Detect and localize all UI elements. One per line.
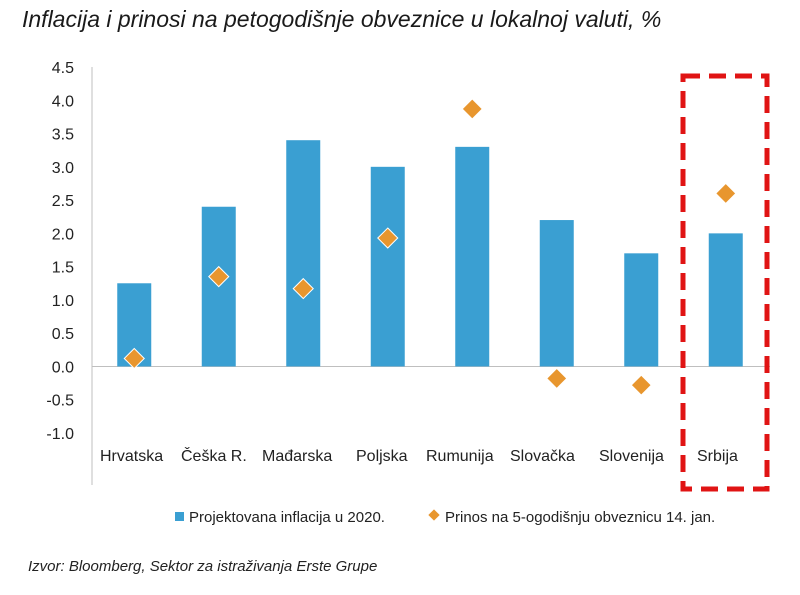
diamond-marker--e-ka-r- [208, 265, 230, 288]
category-label-poljska: Poljska [356, 448, 408, 465]
diamond-marker-slova-ka [546, 367, 568, 390]
category-label-rumunija: Rumunija [426, 448, 494, 465]
y-tick-label: 1.5 [52, 260, 74, 277]
bar-rumunija [455, 146, 490, 367]
bar-srbija [708, 233, 743, 367]
highlight-box [680, 73, 770, 492]
y-tick-label: 0.0 [52, 359, 74, 376]
bar-series [117, 140, 743, 367]
y-tick-label: 4.5 [52, 60, 74, 77]
y-axis-ticks: 4.5 4.0 3.5 3.0 2.5 2.0 1.5 1.0 0.5 0.0 -0.5 -1.0 [46, 60, 74, 443]
diamond-marker-poljska [377, 227, 399, 249]
bar-ma-arska [286, 140, 321, 367]
diamond-marker-slovenija [630, 374, 652, 396]
legend-bar-swatch [175, 512, 184, 521]
category-labels: Hrvatska Češka R. Mađarska Poljska Rumunija S… [100, 446, 738, 465]
y-tick-label: 3.5 [52, 127, 74, 144]
legend-marker-swatch [428, 509, 440, 521]
category-label-ma-arska: Mađarska [262, 448, 332, 465]
diamond-marker-ma-arska [292, 277, 314, 300]
marker-series [123, 98, 737, 396]
y-tick-label: 4.0 [52, 93, 74, 110]
legend-bar-label: Projektovana inflacija u 2020. [189, 509, 385, 526]
y-tick-label: 2.0 [52, 226, 74, 243]
y-tick-label: -0.5 [46, 393, 74, 410]
category-label-slova-ka: Slovačka [510, 448, 575, 465]
diamond-marker-srbija [715, 182, 737, 205]
chart-title: Inflacija i prinosi na petogodišnje obve… [22, 6, 662, 32]
legend: Projektovana inflacija u 2020. Prinos na… [175, 509, 715, 526]
bar-slovenija [624, 253, 659, 367]
category-label-slovenija: Slovenija [599, 448, 664, 465]
y-tick-label: 1.0 [52, 293, 74, 310]
source-note: Izvor: Bloomberg, Sektor za istraživanja… [28, 558, 378, 575]
category-label--e-ka-r-: Češka R. [181, 446, 247, 465]
bar-slova-ka [539, 220, 574, 367]
diamond-marker-rumunija [461, 98, 483, 120]
bar-poljska [370, 166, 405, 367]
legend-marker-label: Prinos na 5-ogodišnju obveznicu 14. jan. [445, 509, 715, 526]
y-tick-label: 0.5 [52, 326, 74, 343]
category-label-hrvatska: Hrvatska [100, 448, 163, 465]
category-label-srbija: Srbija [697, 448, 738, 465]
diamond-marker-hrvatska [123, 347, 145, 370]
y-tick-label: -1.0 [46, 426, 74, 443]
y-tick-label: 3.0 [52, 160, 74, 177]
y-tick-label: 2.5 [52, 193, 74, 210]
